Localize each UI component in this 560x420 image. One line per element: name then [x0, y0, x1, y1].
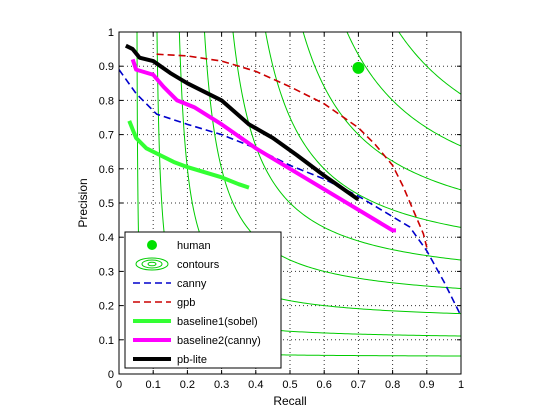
legend-box — [124, 231, 282, 369]
x-tick-label: 0.7 — [351, 379, 366, 391]
series-line-pb-lite — [124, 43, 360, 202]
legend-swatch-contours — [147, 261, 157, 267]
x-tick-label: 0.4 — [248, 379, 263, 391]
y-tick-label: 0.8 — [99, 95, 114, 107]
y-tick-label: 0.6 — [99, 164, 114, 176]
legend-label-gpb: gpb — [177, 297, 195, 309]
x-tick-label: 0.5 — [282, 379, 297, 391]
human-marker — [352, 61, 365, 74]
f-contour-line — [346, 32, 461, 147]
f-contour-line — [203, 32, 461, 289]
series-line-baseline1-sobel- — [127, 120, 250, 190]
y-tick-label: 0.3 — [99, 266, 114, 278]
legend-label-pb-lite: pb-lite — [177, 354, 207, 366]
y-tick-label: 0 — [108, 369, 114, 381]
x-tick-label: 1 — [458, 379, 464, 391]
x-tick-label: 0.3 — [214, 379, 229, 391]
y-axis-label: Precision — [76, 178, 90, 227]
x-tick-label: 0.9 — [419, 379, 434, 391]
legend-label-contours: contours — [177, 259, 220, 271]
f-contour-line — [265, 32, 461, 228]
x-tick-label: 0.1 — [146, 379, 161, 391]
y-tick-label: 0.7 — [99, 130, 114, 142]
y-tick-label: 0.2 — [99, 301, 114, 313]
legend-swatch-contours — [135, 257, 169, 271]
x-tick-label: 0 — [116, 379, 122, 391]
legend-label-human: human — [177, 240, 211, 252]
series-line-baseline2-canny- — [130, 58, 397, 233]
legend-swatch-contours — [141, 259, 163, 269]
legend-label-baseline1-sobel-: baseline1(sobel) — [177, 316, 258, 328]
f-contour-line — [302, 32, 461, 191]
x-tick-label: 0.2 — [180, 379, 195, 391]
legend-label-baseline2-canny-: baseline2(canny) — [177, 335, 261, 347]
legend-swatch-human — [147, 240, 157, 250]
series-line-canny — [119, 69, 461, 317]
y-tick-label: 1 — [108, 27, 114, 39]
legend-label-canny: canny — [177, 278, 207, 290]
x-axis-label: Recall — [273, 394, 306, 408]
y-tick-label: 0.1 — [99, 335, 114, 347]
y-tick-label: 0.4 — [99, 232, 114, 244]
y-tick-label: 0.9 — [99, 61, 114, 73]
y-tick-label: 0.5 — [99, 198, 114, 210]
f-contour-line — [232, 32, 461, 261]
x-tick-label: 0.8 — [385, 379, 400, 391]
f-contour-line — [398, 32, 461, 95]
x-tick-label: 0.6 — [317, 379, 332, 391]
